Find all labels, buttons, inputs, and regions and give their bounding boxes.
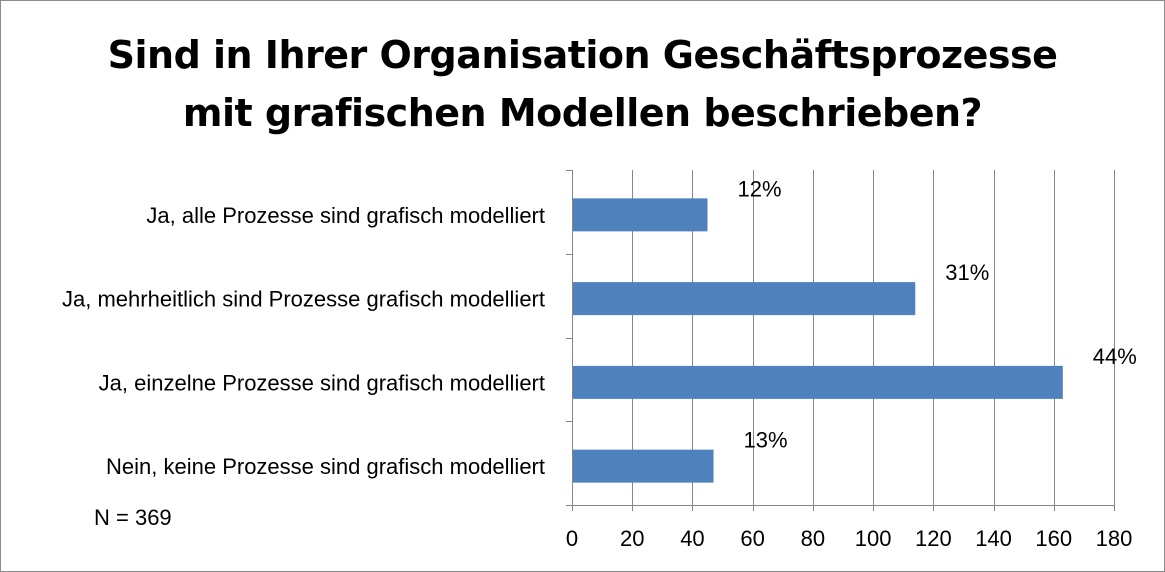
sample-size-note: N = 369 xyxy=(94,505,172,530)
chart-title: Sind in Ihrer Organisation Geschäftsproz… xyxy=(0,26,1165,142)
x-tick-label-0: 0 xyxy=(566,526,578,551)
bar-3 xyxy=(573,449,714,483)
chart-title-line-1: Sind in Ihrer Organisation Geschäftsproz… xyxy=(107,33,1058,77)
x-tick-label-3: 60 xyxy=(740,526,764,551)
data-label-2: 44% xyxy=(1093,344,1137,369)
category-label-3: Nein, keine Prozesse sind grafisch model… xyxy=(106,454,545,479)
x-tick-label-5: 100 xyxy=(855,526,892,551)
x-tick-label-2: 40 xyxy=(680,526,704,551)
x-tick-label-1: 20 xyxy=(620,526,644,551)
bar-0 xyxy=(573,198,708,232)
bar-1 xyxy=(573,282,916,316)
category-label-2: Ja, einzelne Prozesse sind grafisch mode… xyxy=(99,370,545,395)
category-label-1: Ja, mehrheitlich sind Prozesse grafisch … xyxy=(62,287,545,312)
category-label-0: Ja, alle Prozesse sind grafisch modellie… xyxy=(146,203,545,228)
data-label-3: 13% xyxy=(744,428,788,453)
bar-2 xyxy=(573,365,1063,399)
data-label-0: 12% xyxy=(738,176,782,201)
x-tick-label-8: 160 xyxy=(1035,526,1072,551)
x-tick-label-6: 120 xyxy=(915,526,952,551)
x-tick-label-7: 140 xyxy=(975,526,1012,551)
x-tick-label-9: 180 xyxy=(1096,526,1133,551)
chart-title-line-2: mit grafischen Modellen beschrieben? xyxy=(182,91,983,135)
data-label-1: 31% xyxy=(945,260,989,285)
x-tick-label-4: 80 xyxy=(801,526,825,551)
